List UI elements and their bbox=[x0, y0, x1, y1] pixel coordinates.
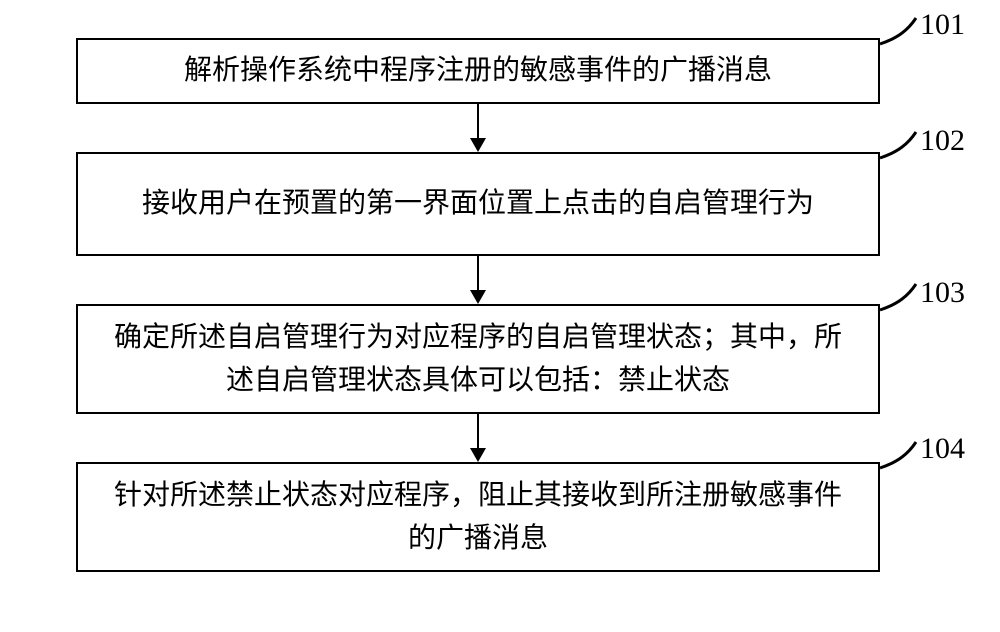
step-label-103: 103 bbox=[920, 276, 965, 310]
step-box-104: 针对所述禁止状态对应程序，阻止其接收到所注册敏感事件的广播消息 bbox=[76, 462, 880, 572]
step-box-101: 解析操作系统中程序注册的敏感事件的广播消息 bbox=[76, 38, 880, 104]
step-label-104: 104 bbox=[920, 432, 965, 466]
step-text-104: 针对所述禁止状态对应程序，阻止其接收到所注册敏感事件的广播消息 bbox=[102, 474, 854, 561]
flowchart-canvas: 解析操作系统中程序注册的敏感事件的广播消息 接收用户在预置的第一界面位置上点击的… bbox=[0, 0, 1000, 632]
arrow-head-101-102 bbox=[470, 138, 486, 152]
arrow-102-103 bbox=[477, 256, 479, 290]
arrow-101-102 bbox=[477, 104, 479, 138]
step-box-103: 确定所述自启管理行为对应程序的自启管理状态；其中，所述自启管理状态具体可以包括：… bbox=[76, 304, 880, 414]
step-text-103: 确定所述自启管理行为对应程序的自启管理状态；其中，所述自启管理状态具体可以包括：… bbox=[102, 316, 854, 403]
callout-path-103 bbox=[880, 284, 916, 310]
callout-path-104 bbox=[880, 442, 916, 468]
step-text-102: 接收用户在预置的第一界面位置上点击的自启管理行为 bbox=[102, 182, 854, 225]
step-box-102: 接收用户在预置的第一界面位置上点击的自启管理行为 bbox=[76, 152, 880, 256]
callout-path-102 bbox=[880, 132, 916, 158]
callout-path-101 bbox=[880, 18, 916, 44]
arrow-head-102-103 bbox=[470, 290, 486, 304]
step-label-102: 102 bbox=[920, 124, 965, 158]
arrow-103-104 bbox=[477, 414, 479, 448]
step-label-101: 101 bbox=[920, 8, 965, 42]
arrow-head-103-104 bbox=[470, 448, 486, 462]
step-text-101: 解析操作系统中程序注册的敏感事件的广播消息 bbox=[102, 49, 854, 92]
